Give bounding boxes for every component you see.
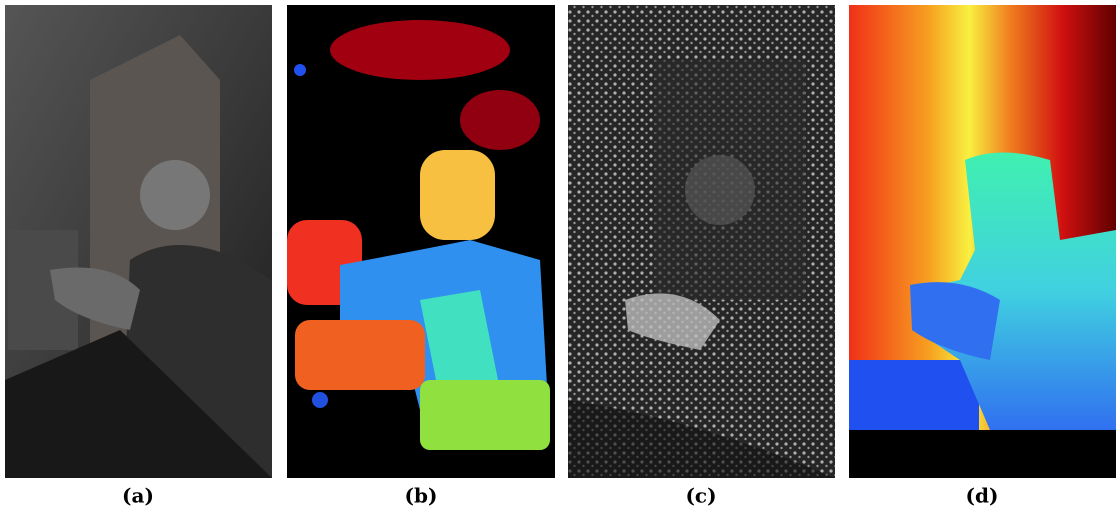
panel-label: (b) <box>405 484 438 508</box>
panel-d <box>849 5 1116 478</box>
panel-label: (d) <box>966 484 999 508</box>
panel-label: (c) <box>685 484 716 508</box>
figure: (a) (b) (c) (d) <box>0 0 1117 518</box>
panel-a <box>5 5 272 478</box>
panel-label: (a) <box>122 484 154 508</box>
panel-c <box>568 5 835 478</box>
panel-b <box>287 5 555 478</box>
